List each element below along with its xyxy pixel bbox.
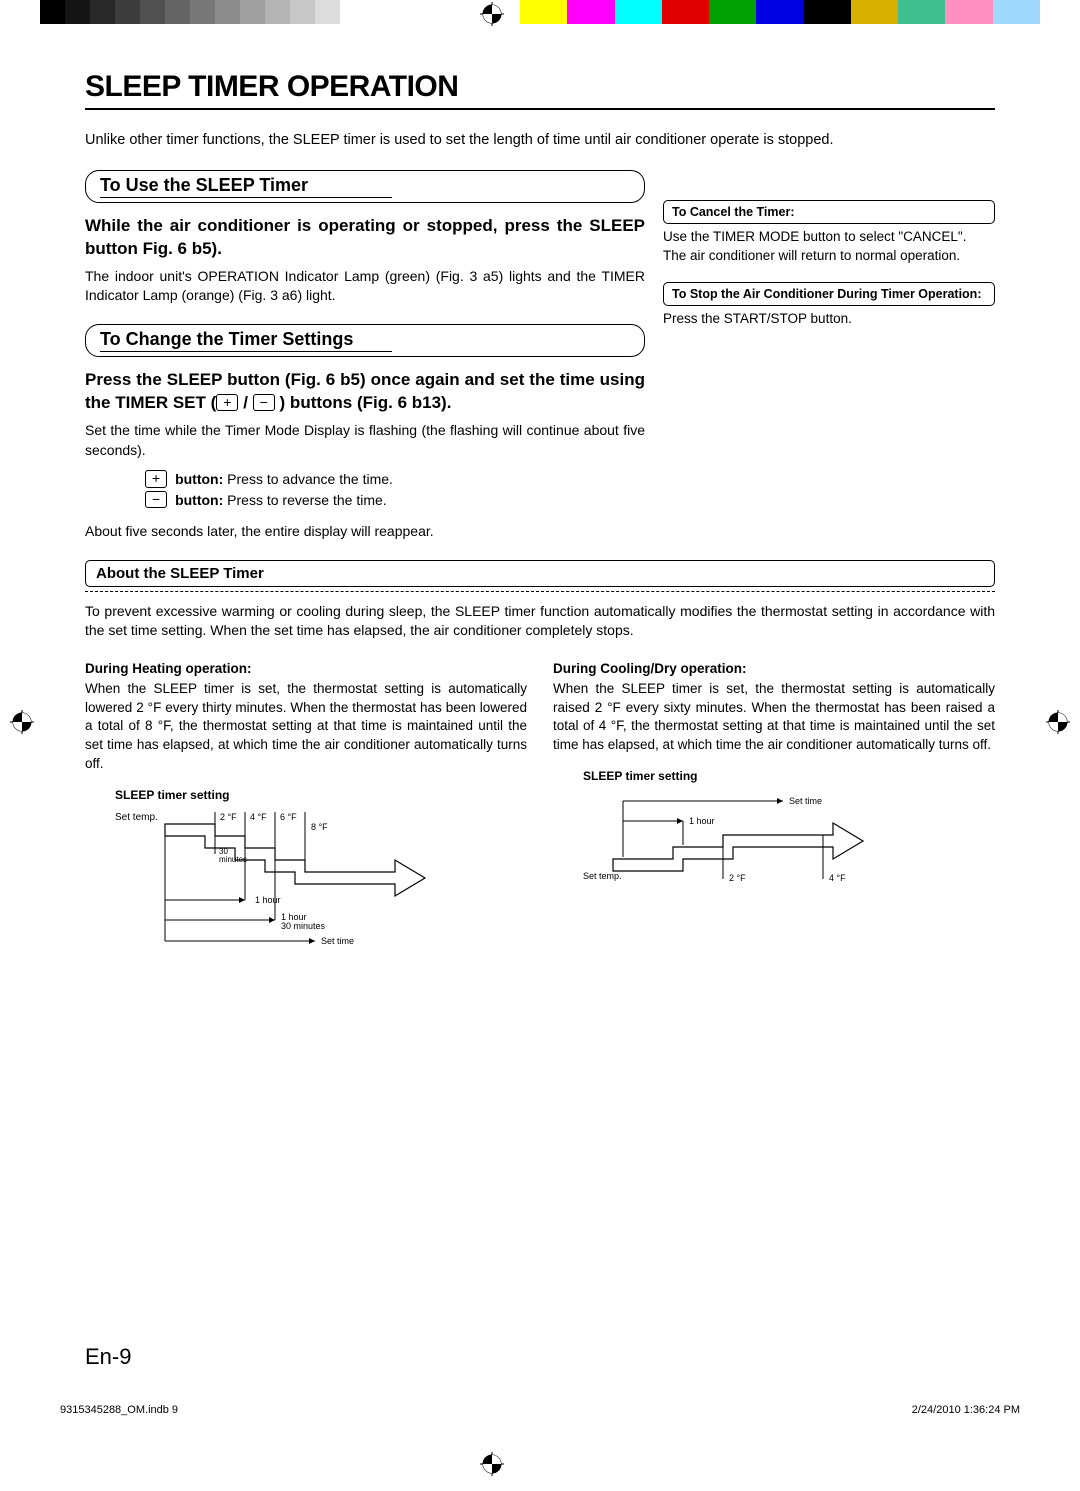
use-instruction: While the air conditioner is operating o…: [85, 215, 645, 261]
section-change-title: To Change the Timer Settings: [100, 329, 630, 350]
cooling-diagram: Set time 1 hour Set temp. 2 °F 4 °F: [583, 787, 995, 902]
svg-text:4 °F: 4 °F: [829, 873, 846, 883]
svg-text:Set time: Set time: [789, 796, 822, 806]
change-body: Set the time while the Timer Mode Displa…: [85, 421, 645, 460]
minus-button-desc: − button: Press to reverse the time.: [145, 491, 645, 508]
about-body: To prevent excessive warming or cooling …: [85, 602, 995, 641]
svg-text:6 °F: 6 °F: [280, 812, 297, 822]
intro-text: Unlike other timer functions, the SLEEP …: [85, 132, 995, 148]
svg-text:4 °F: 4 °F: [250, 812, 267, 822]
footer: 9315345288_OM.indb 9 2/24/2010 1:36:24 P…: [0, 1404, 1080, 1416]
cooling-body: When the SLEEP timer is set, the thermos…: [553, 680, 995, 756]
svg-text:1 hour: 1 hour: [255, 895, 281, 905]
svg-text:Set time: Set time: [321, 936, 354, 946]
change-after: About five seconds later, the entire dis…: [85, 522, 645, 542]
footer-timestamp: 2/24/2010 1:36:24 PM: [912, 1404, 1020, 1416]
registration-mark-icon: [480, 1452, 504, 1476]
section-change-header: To Change the Timer Settings: [85, 324, 645, 357]
use-body: The indoor unit's OPERATION Indicator La…: [85, 267, 645, 306]
heating-body: When the SLEEP timer is set, the thermos…: [85, 680, 527, 774]
page-number: En-9: [85, 1344, 131, 1370]
cooling-header: During Cooling/Dry operation:: [553, 661, 995, 676]
about-header: About the SLEEP Timer: [85, 560, 995, 587]
cancel-box-header: To Cancel the Timer:: [663, 200, 995, 224]
page-title: SLEEP TIMER OPERATION: [85, 70, 995, 110]
plus-icon: +: [216, 394, 238, 411]
change-instruction: Press the SLEEP button (Fig. 6 b5) once …: [85, 369, 645, 415]
svg-text:Set temp.: Set temp.: [583, 871, 622, 881]
stop-body: Press the START/STOP button.: [663, 310, 995, 329]
right-column: To Cancel the Timer: Use the TIMER MODE …: [663, 170, 995, 560]
svg-text:2 °F: 2 °F: [729, 873, 746, 883]
section-use-header: To Use the SLEEP Timer: [85, 170, 645, 203]
section-use-title: To Use the SLEEP Timer: [100, 175, 630, 196]
svg-text:8 °F: 8 °F: [311, 822, 328, 832]
svg-text:minutes: minutes: [219, 855, 247, 864]
cooling-diagram-caption: SLEEP timer setting: [583, 769, 995, 783]
heating-header: During Heating operation:: [85, 661, 527, 676]
plus-button-desc: + button: Press to advance the time.: [145, 470, 645, 487]
footer-file: 9315345288_OM.indb 9: [60, 1404, 178, 1416]
diag-label: Set temp.: [115, 812, 158, 823]
stop-box-header: To Stop the Air Conditioner During Timer…: [663, 282, 995, 306]
svg-text:30 minutes: 30 minutes: [281, 921, 326, 931]
svg-text:2 °F: 2 °F: [220, 812, 237, 822]
heating-column: During Heating operation: When the SLEEP…: [85, 661, 527, 961]
heating-diagram-caption: SLEEP timer setting: [115, 788, 527, 802]
cooling-column: During Cooling/Dry operation: When the S…: [553, 661, 995, 961]
svg-text:1 hour: 1 hour: [689, 816, 715, 826]
minus-icon: −: [253, 394, 275, 411]
page-content: SLEEP TIMER OPERATION Unlike other timer…: [0, 0, 1080, 1440]
heating-diagram: Set temp. 2 °F 4 °F 6 °F 8 °F 30: [115, 806, 527, 961]
plus-icon: +: [145, 470, 167, 487]
minus-icon: −: [145, 491, 167, 508]
left-column: To Use the SLEEP Timer While the air con…: [85, 170, 645, 560]
cancel-body: Use the TIMER MODE button to select "CAN…: [663, 228, 995, 266]
